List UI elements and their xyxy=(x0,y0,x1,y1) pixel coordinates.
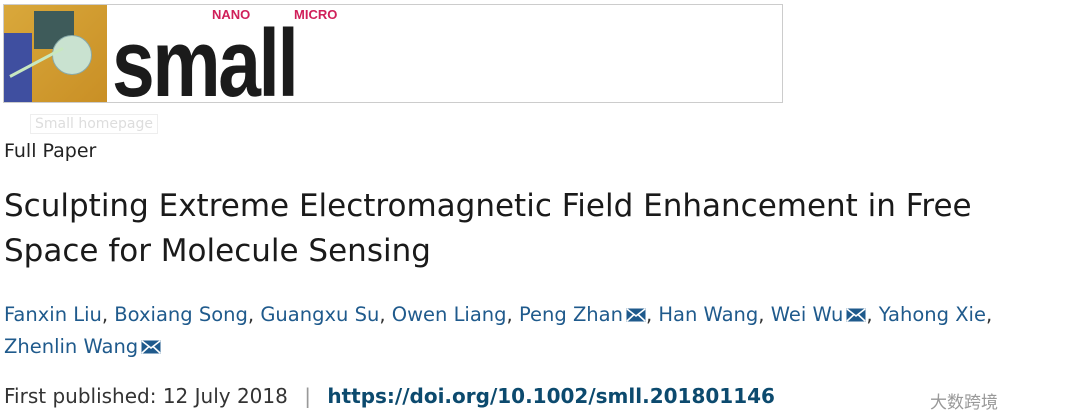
author[interactable]: Guangxu Su xyxy=(260,303,379,326)
email-icon[interactable] xyxy=(626,300,646,322)
journal-banner[interactable]: small NANO MICRO xyxy=(3,4,783,103)
author-name[interactable]: Peng Zhan xyxy=(518,303,623,326)
email-icon[interactable] xyxy=(141,332,161,354)
author-name[interactable]: Guangxu Su xyxy=(260,303,380,326)
article-type: Full Paper xyxy=(4,140,97,162)
author[interactable]: Yahong Xie xyxy=(879,303,986,326)
published-label: First published: xyxy=(4,384,157,408)
journal-cover-art xyxy=(4,5,107,102)
logo-micro: MICRO xyxy=(294,7,338,22)
watermark: 大数跨境 xyxy=(930,393,998,413)
journal-logo: small xyxy=(112,10,299,103)
author-name[interactable]: Yahong Xie xyxy=(878,303,986,326)
separator: | xyxy=(304,384,311,408)
author[interactable]: Owen Liang xyxy=(392,303,507,326)
author-name[interactable]: Han Wang xyxy=(658,303,759,326)
author[interactable]: Fanxin Liu xyxy=(4,303,102,326)
author[interactable]: Han Wang xyxy=(658,303,758,326)
email-icon[interactable] xyxy=(846,300,866,322)
homepage-link[interactable]: Small homepage xyxy=(30,114,158,134)
author[interactable]: Wei Wu xyxy=(771,303,867,326)
author-name[interactable]: Owen Liang xyxy=(391,303,507,326)
article-title: Sculpting Extreme Electromagnetic Field … xyxy=(4,188,972,269)
author[interactable]: Peng Zhan xyxy=(519,303,646,326)
publication-info: First published: 12 July 2018 | https://… xyxy=(4,384,775,408)
published-date: 12 July 2018 xyxy=(162,384,288,408)
doi-link[interactable]: https://doi.org/10.1002/smll.201801146 xyxy=(327,384,775,408)
logo-nano: NANO xyxy=(212,7,251,22)
author-name[interactable]: Wei Wu xyxy=(770,303,844,326)
author[interactable]: Boxiang Song xyxy=(114,303,248,326)
author-name[interactable]: Boxiang Song xyxy=(114,303,248,326)
author[interactable]: Zhenlin Wang xyxy=(4,335,161,358)
author-name[interactable]: Fanxin Liu xyxy=(4,303,102,326)
author-list: Fanxin Liu, Boxiang Song, Guangxu Su, Ow… xyxy=(4,299,1068,363)
author-name[interactable]: Zhenlin Wang xyxy=(4,335,139,358)
